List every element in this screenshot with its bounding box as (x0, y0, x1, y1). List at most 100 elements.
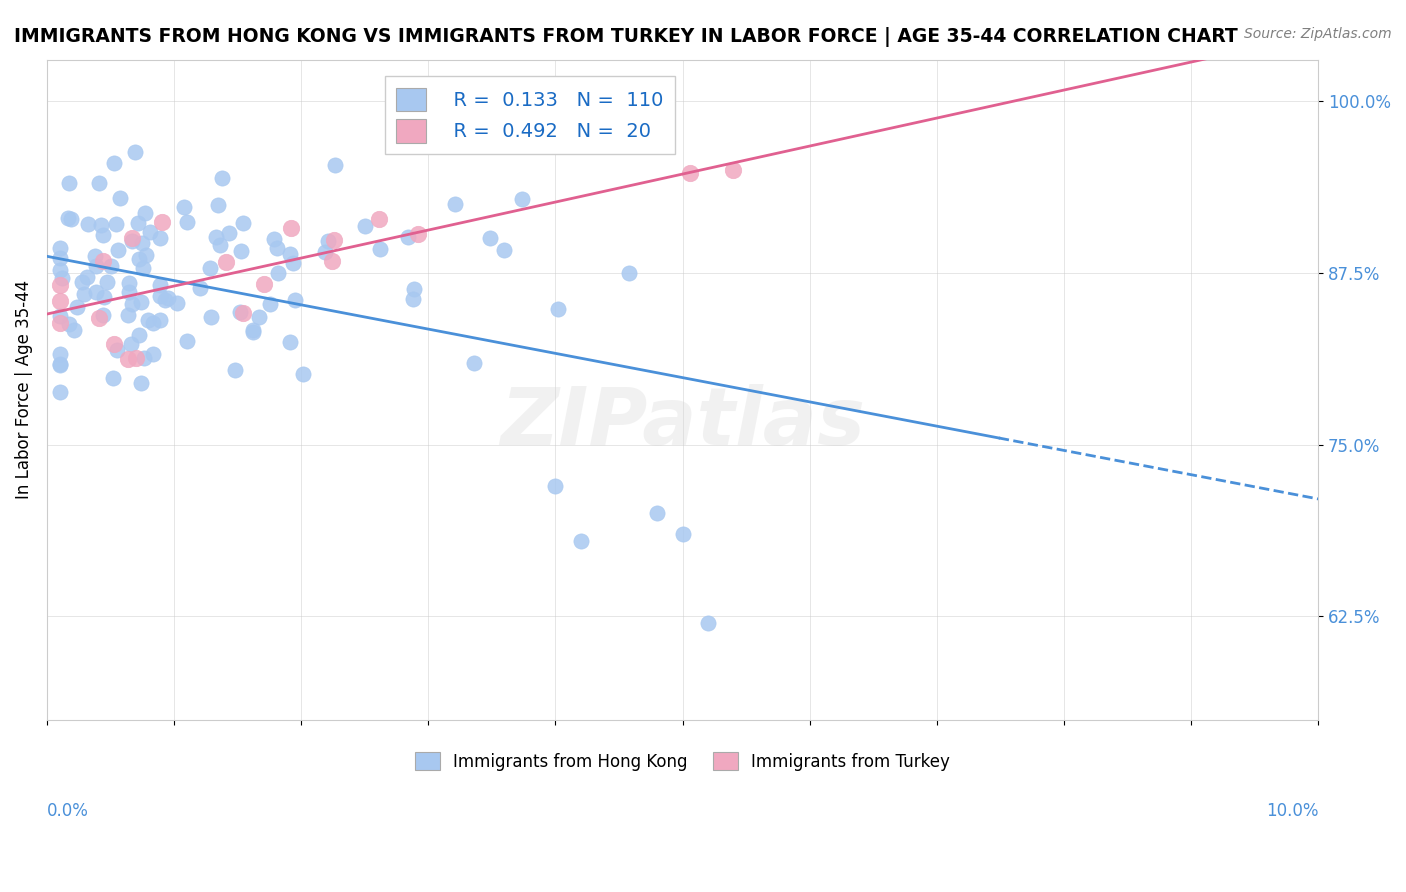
Point (242, 326, 264, 340)
Point (124, 145, 146, 159)
Point (402, 293, 425, 307)
Point (118, 285, 141, 299)
Point (48, 241, 70, 255)
Point (444, 197, 467, 211)
Point (190, 281, 212, 295)
Point (51, 271, 73, 285)
Point (90, 218, 112, 232)
Point (120, 337, 142, 351)
Point (368, 242, 391, 256)
Point (316, 234, 339, 248)
Point (118, 277, 141, 291)
Point (367, 211, 389, 226)
Point (176, 215, 198, 229)
Point (48, 347, 70, 361)
Y-axis label: In Labor Force | Age 35-44: In Labor Force | Age 35-44 (15, 280, 32, 500)
Point (157, 291, 180, 305)
Point (200, 260, 222, 275)
Point (547, 301, 569, 316)
Point (149, 231, 172, 245)
Point (232, 306, 254, 320)
Point (218, 227, 240, 241)
Point (63, 323, 86, 337)
Point (266, 242, 288, 256)
Point (215, 255, 238, 269)
Point (48, 358, 70, 372)
Point (173, 200, 195, 214)
Point (129, 294, 152, 309)
Point (76, 269, 98, 284)
Point (58, 211, 80, 225)
Point (200, 310, 222, 324)
Point (259, 297, 281, 311)
Point (544, 479, 567, 493)
Point (402, 282, 425, 296)
Point (93, 290, 115, 304)
Point (281, 255, 304, 269)
Point (284, 293, 307, 308)
Point (267, 266, 290, 280)
Point (48, 294, 70, 309)
Point (96, 275, 118, 289)
Point (121, 297, 143, 311)
Point (510, 192, 533, 206)
Point (60, 212, 83, 227)
Point (138, 313, 160, 327)
Point (121, 234, 143, 248)
Point (134, 351, 156, 365)
Point (128, 327, 150, 342)
Point (142, 316, 165, 330)
Point (463, 356, 485, 370)
Legend: Immigrants from Hong Kong, Immigrants from Turkey: Immigrants from Hong Kong, Immigrants fr… (408, 746, 956, 777)
Point (207, 198, 229, 212)
Point (107, 343, 129, 357)
Point (478, 231, 501, 245)
Point (278, 247, 301, 261)
Point (232, 216, 254, 230)
Point (396, 229, 419, 244)
Text: 10.0%: 10.0% (1265, 802, 1319, 820)
Point (58, 317, 80, 331)
Point (48, 263, 70, 277)
Point (83, 249, 105, 263)
Point (84, 259, 107, 273)
Point (697, 616, 720, 631)
Point (139, 225, 162, 239)
Point (323, 158, 346, 172)
Point (103, 156, 125, 170)
Point (242, 322, 264, 336)
Point (127, 216, 149, 230)
Point (149, 289, 172, 303)
Point (209, 238, 232, 252)
Point (354, 219, 377, 233)
Point (253, 277, 276, 292)
Point (72, 286, 94, 301)
Point (224, 363, 246, 377)
Point (84, 285, 107, 299)
Point (93, 253, 115, 268)
Point (645, 507, 668, 521)
Point (76, 217, 98, 231)
Point (166, 295, 188, 310)
Point (87, 176, 110, 190)
Point (105, 217, 128, 231)
Point (48, 357, 70, 371)
Point (129, 376, 152, 390)
Point (406, 227, 429, 241)
Point (149, 313, 172, 327)
Point (247, 310, 270, 324)
Point (132, 261, 155, 276)
Point (58, 176, 80, 190)
Point (321, 254, 343, 268)
Point (679, 166, 702, 180)
Text: 0.0%: 0.0% (46, 802, 89, 820)
Point (70, 275, 93, 289)
Point (121, 231, 143, 245)
Point (229, 244, 252, 258)
Point (103, 336, 125, 351)
Point (291, 367, 314, 381)
Point (66, 301, 89, 315)
Text: IMMIGRANTS FROM HONG KONG VS IMMIGRANTS FROM TURKEY IN LABOR FORCE | AGE 35-44 C: IMMIGRANTS FROM HONG KONG VS IMMIGRANTS … (14, 27, 1237, 46)
Point (228, 305, 250, 319)
Point (671, 527, 693, 541)
